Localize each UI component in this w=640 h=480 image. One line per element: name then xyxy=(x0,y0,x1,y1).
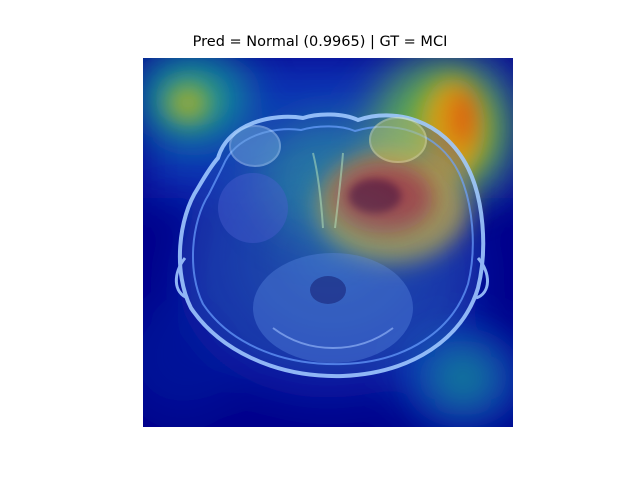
brain-mri-heatmap-graphic xyxy=(143,58,513,427)
heatmap-image xyxy=(143,58,513,427)
figure-title: Pred = Normal (0.9965) | GT = MCI xyxy=(192,34,448,50)
